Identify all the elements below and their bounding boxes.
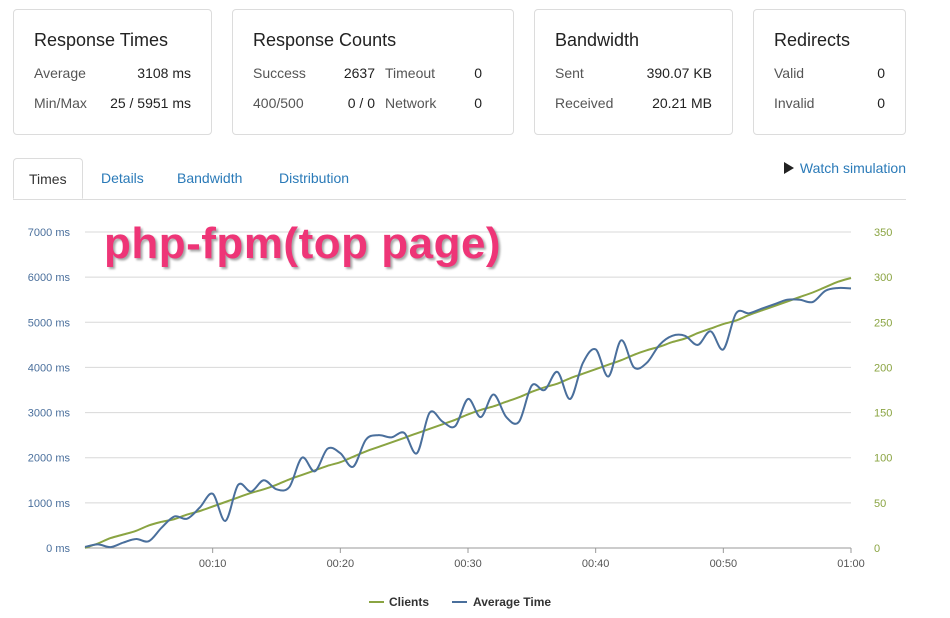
x-tick-label: 00:20 [327,558,355,570]
response-counts-title: Response Counts [253,30,397,50]
tab-times[interactable]: Times [13,158,83,199]
chart-legend: Clients Average Time [369,595,551,609]
received-value: 20.21 MB [652,95,712,111]
y-right-tick-label: 200 [874,362,892,374]
min-max-value: 25 / 5951 ms [110,95,191,111]
y-left-tick-label: 5000 ms [28,317,71,329]
chart-grid [85,231,851,549]
y-right-tick-label: 0 [874,543,880,555]
bandwidth-title: Bandwidth [555,30,640,50]
400-500-label: 400/500 [253,95,304,111]
network-label: Network [385,95,437,111]
success-value: 2637 [343,65,375,81]
y-right-tick-label: 100 [874,453,892,465]
y-right-tick-label: 250 [874,317,892,329]
redirects-card: Redirects Valid 0 Invalid 0 [753,9,906,135]
success-label: Success [253,65,306,81]
valid-value: 0 [877,65,885,81]
redirects-title: Redirects [774,30,851,50]
network-value: 0 [474,95,482,111]
legend-label-average-time: Average Time [473,595,551,609]
tab-details[interactable]: Details [101,170,144,186]
x-axis: 00:10 00:20 00:30 00:40 00:50 01:00 [199,548,865,570]
y-left-tick-label: 7000 ms [28,227,71,239]
play-icon [783,162,794,174]
watch-simulation-label: Watch simulation [799,160,906,176]
x-tick-label: 00:50 [710,558,738,570]
x-tick-label: 00:10 [199,558,227,570]
y-left-tick-label: 0 ms [46,543,70,555]
average-label: Average [34,65,86,81]
y-axis-left: 0 ms 1000 ms 2000 ms 3000 ms 4000 ms 5000 ms 6… [28,227,71,555]
y-left-tick-label: 3000 ms [28,408,71,420]
received-label: Received [555,95,614,111]
y-right-tick-label: 300 [874,272,892,284]
bandwidth-card: Bandwidth Sent 390.07 KB Received 20.21 … [534,9,733,135]
min-max-label: Min/Max [34,95,87,111]
x-tick-label: 01:00 [837,558,865,570]
y-left-tick-label: 6000 ms [28,272,71,284]
y-right-tick-label: 150 [874,408,892,420]
legend-label-clients: Clients [389,595,429,609]
series-line-clients [84,277,852,549]
tab-bar: Times Details Bandwidth Distribution [13,158,906,200]
response-times-title: Response Times [34,30,169,50]
y-left-tick-label: 4000 ms [28,362,71,374]
tab-distribution[interactable]: Distribution [279,170,350,186]
average-value: 3108 ms [137,65,191,81]
400-500-value: 0 / 0 [347,95,375,111]
invalid-value: 0 [877,95,885,111]
sent-label: Sent [555,65,584,81]
y-right-tick-label: 50 [874,498,886,510]
overlay-title: php-fpm(top page) [104,219,502,268]
tab-bandwidth[interactable]: Bandwidth [177,170,243,186]
y-left-tick-label: 1000 ms [28,498,71,510]
y-left-tick-label: 2000 ms [28,453,71,465]
invalid-label: Invalid [774,95,815,111]
series-line-average-time [84,286,852,549]
timeout-value: 0 [474,65,482,81]
y-right-tick-label: 350 [874,227,892,239]
x-tick-label: 00:40 [582,558,610,570]
timeout-label: Timeout [385,65,436,81]
response-times-card: Response Times Average 3108 ms Min/Max 2… [13,9,212,135]
x-tick-label: 00:30 [454,558,482,570]
response-counts-card: Response Counts Success 2637 Timeout 0 4… [232,9,514,135]
sent-value: 390.07 KB [646,65,712,81]
watch-simulation-link[interactable]: Watch simulation [783,160,906,176]
valid-label: Valid [774,65,805,81]
y-axis-right: 0 50 100 150 200 250 300 350 [874,227,892,555]
